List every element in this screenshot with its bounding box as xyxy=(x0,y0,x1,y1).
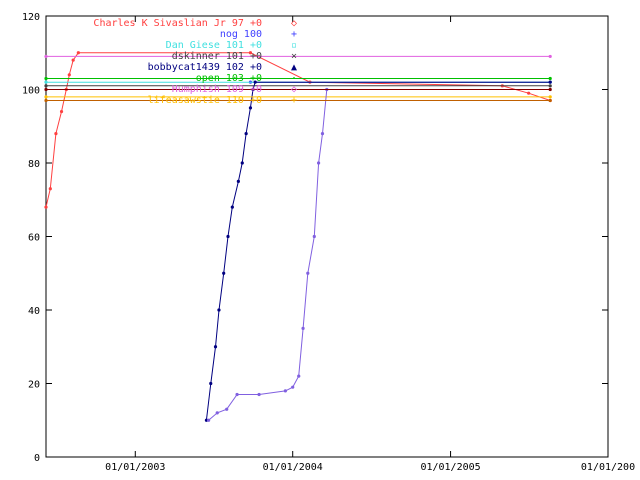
data-point xyxy=(44,80,48,84)
legend-label: Dan Giese 101 +0 xyxy=(166,40,262,51)
data-point xyxy=(235,392,239,397)
data-point xyxy=(253,80,257,84)
y-tick-label: 40 xyxy=(28,306,40,317)
legend-label: bobbycat1439 102 +0 xyxy=(148,62,262,73)
data-point xyxy=(257,392,261,397)
series xyxy=(44,87,552,92)
data-point xyxy=(207,418,211,422)
data-point xyxy=(71,58,75,62)
data-point xyxy=(44,84,48,88)
data-point xyxy=(297,374,301,378)
data-point xyxy=(76,51,80,55)
data-point xyxy=(59,109,64,114)
data-point xyxy=(48,187,52,191)
y-tick-label: 0 xyxy=(34,453,40,464)
data-point xyxy=(44,54,48,59)
data-point xyxy=(248,51,253,55)
series xyxy=(44,98,552,103)
data-point xyxy=(283,389,287,393)
data-point xyxy=(248,106,253,110)
data-point xyxy=(44,87,48,92)
y-tick-label: 80 xyxy=(28,159,40,170)
data-point xyxy=(44,98,48,103)
legend-marker: + xyxy=(291,95,297,106)
data-point xyxy=(306,271,310,275)
series-line xyxy=(45,52,551,208)
series xyxy=(44,84,552,88)
x-tick-label: 01/01/2004 xyxy=(263,462,323,473)
legend-marker: × xyxy=(291,51,297,62)
series-line xyxy=(205,81,551,421)
legend-label: nog 100 xyxy=(220,29,262,40)
series xyxy=(44,76,552,81)
data-point xyxy=(54,132,58,136)
legend-marker: · xyxy=(291,73,297,84)
data-point xyxy=(548,95,552,99)
data-point xyxy=(312,234,316,239)
data-point xyxy=(316,161,321,165)
series xyxy=(44,54,552,59)
chart-axes: 0 20 40 60 80 100 120 01/01/2003 01/01/2004 01/01… xyxy=(22,12,635,473)
data-point xyxy=(215,411,219,415)
legend-label: dskinner 101 +0 xyxy=(172,51,262,62)
data-point xyxy=(209,381,213,386)
series-layer xyxy=(44,51,552,422)
x-tick-label: 01/01/2003 xyxy=(105,462,165,473)
legend-marker: + xyxy=(291,29,297,40)
data-point xyxy=(291,385,295,389)
y-tick-label: 100 xyxy=(22,86,40,97)
data-point xyxy=(44,95,48,99)
data-point xyxy=(217,308,221,312)
series xyxy=(44,95,552,99)
legend-label: open 103 +0 xyxy=(196,73,262,84)
data-point xyxy=(230,205,234,209)
legend-label: lifeasawstie 110 +0 xyxy=(148,95,262,106)
y-tick-label: 120 xyxy=(22,12,40,23)
data-point xyxy=(44,205,48,209)
data-point xyxy=(225,407,229,411)
series xyxy=(207,87,329,422)
data-point xyxy=(548,54,552,59)
legend-label: Charles K Sivaslian Jr 97 +0 xyxy=(93,18,262,29)
legend-marker: ◇ xyxy=(291,84,297,95)
data-point xyxy=(548,76,552,81)
legend-label: Humphish 109 +0 xyxy=(172,84,262,95)
data-point xyxy=(320,132,325,136)
chart-legend: Charles K Sivaslian Jr 97 +0 ◇ nog 100 + Dan… xyxy=(93,18,297,106)
series xyxy=(204,80,552,422)
data-point xyxy=(548,80,552,84)
y-tick-label: 20 xyxy=(28,380,40,391)
data-point xyxy=(222,271,226,275)
data-point xyxy=(244,132,248,136)
legend-marker: ▲ xyxy=(291,62,297,73)
data-point xyxy=(240,161,244,165)
data-point xyxy=(236,179,240,183)
legend-marker: ▫ xyxy=(291,40,297,51)
data-point xyxy=(548,84,552,88)
data-point xyxy=(301,326,305,330)
data-point xyxy=(226,234,230,239)
y-tick-label: 60 xyxy=(28,233,40,244)
x-tick-label: 01/01/2005 xyxy=(420,462,480,473)
x-tick-label: 01/01/200 xyxy=(581,462,635,473)
data-point xyxy=(44,76,48,81)
data-point xyxy=(213,345,218,349)
data-point xyxy=(67,73,71,77)
data-point xyxy=(527,91,531,95)
legend-marker: ◇ xyxy=(291,18,297,29)
series-line xyxy=(208,89,328,421)
data-point xyxy=(548,98,552,103)
data-point xyxy=(548,87,552,92)
series xyxy=(44,51,552,209)
